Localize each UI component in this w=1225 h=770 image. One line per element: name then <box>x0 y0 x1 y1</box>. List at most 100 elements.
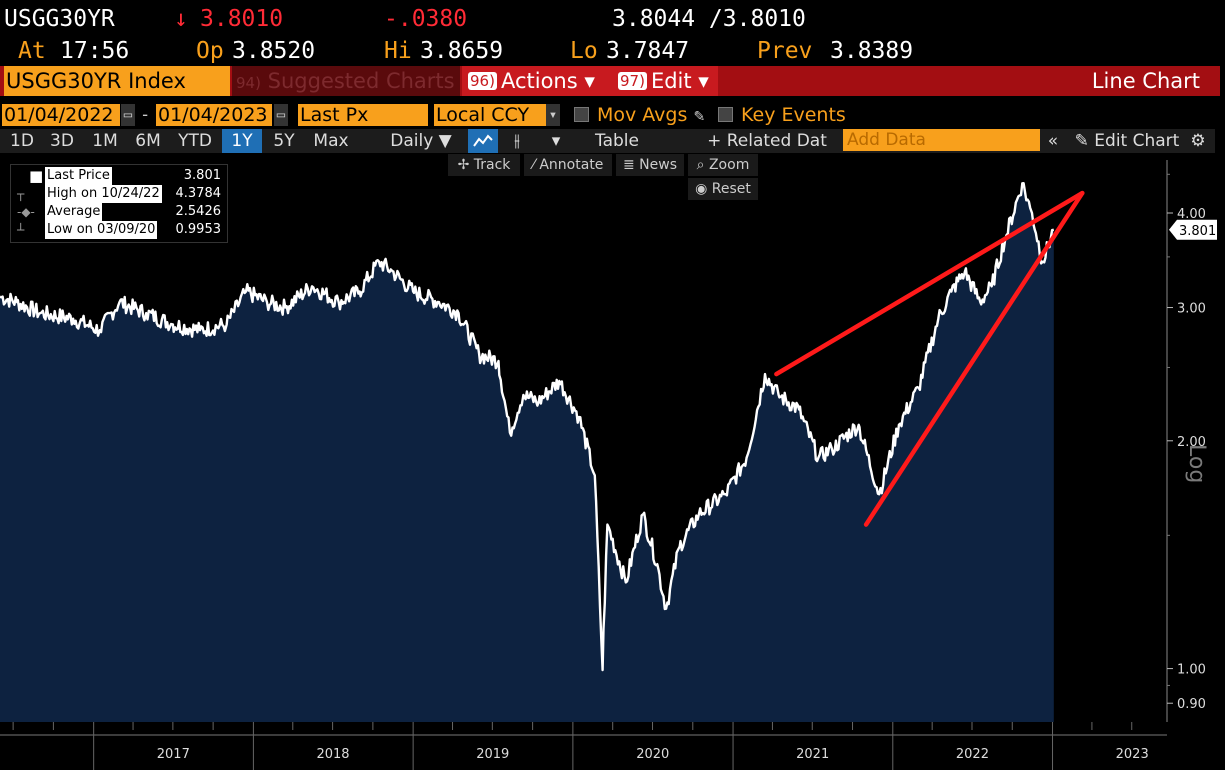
legend-label: Low on 03/09/20 <box>45 221 158 239</box>
track-label: Track <box>473 157 511 173</box>
period-select[interactable]: Daily ▼ <box>390 131 452 151</box>
x-tick-label: 2020 <box>636 747 669 762</box>
price-area <box>0 183 1054 722</box>
end-date-input[interactable]: 01/04/2023 <box>156 104 272 126</box>
y-tick-label: 1.00 <box>1177 663 1206 678</box>
legend-marker-icon: -◆- <box>17 205 35 219</box>
high-label: Hi <box>384 38 412 64</box>
add-data-input[interactable]: Add Data <box>843 129 1040 151</box>
y-axis: 0.90 1.00 2.00 3.00 4.00 Log 3.801 <box>1166 160 1217 722</box>
edit-chart-label: Edit Chart <box>1094 131 1180 151</box>
open-value: 3.8520 <box>232 38 316 64</box>
y-tick-label: 3.00 <box>1177 302 1206 317</box>
security-index[interactable]: USGG30YR Index <box>4 66 230 96</box>
reset-label: Reset <box>711 181 751 197</box>
range-1m[interactable]: 1M <box>92 131 118 151</box>
trendline <box>774 190 1085 377</box>
legend: ■ Last Price 3.801 ┬ High on 10/24/22 4.3784 -… <box>10 164 228 243</box>
chart-type-label: Line Chart <box>1091 69 1200 93</box>
reset-button[interactable]: ◉ Reset <box>688 178 758 200</box>
x-tick-label: 2021 <box>796 747 829 762</box>
legend-label: Average <box>45 203 103 221</box>
calendar-icon[interactable]: ▭ <box>274 104 288 126</box>
y-tick-label: 4.00 <box>1177 207 1206 222</box>
news-icon: ≣ <box>622 157 640 173</box>
annotate-button[interactable]: ⁄ Annotate <box>524 154 612 176</box>
search-icon: ⌕ <box>696 157 709 173</box>
legend-row: ┴ Low on 03/09/20 0.9953 <box>11 221 227 239</box>
zoom-button[interactable]: ⌕ Zoom <box>688 154 758 176</box>
last-price: 3.8010 <box>200 6 284 32</box>
x-tick-label: 2023 <box>1116 747 1149 762</box>
actions-menu[interactable]: 96) Actions ▾ <box>462 66 614 96</box>
zoom-label: Zoom <box>708 157 750 173</box>
range-5y[interactable]: 5Y <box>273 131 295 151</box>
currency-select[interactable]: Local CCY <box>434 104 546 126</box>
legend-row: ┬ High on 10/24/22 4.3784 <box>11 185 227 203</box>
gear-icon[interactable]: ⚙ <box>1190 131 1206 151</box>
suggested-charts-button[interactable]: 94) Suggested Charts <box>232 66 460 96</box>
track-button[interactable]: ✢ Track <box>448 154 520 176</box>
key-events-toggle[interactable]: Key Events <box>718 104 846 126</box>
checkbox[interactable] <box>574 107 589 122</box>
table-button[interactable]: Table <box>595 131 639 151</box>
bid-ask: 3.8044 /3.8010 <box>612 6 806 32</box>
suggested-label: Suggested Charts <box>267 69 455 93</box>
x-tick-label: 2018 <box>316 747 349 762</box>
x-tick-label: 2022 <box>956 747 989 762</box>
collapse-icon[interactable]: « <box>1047 131 1059 151</box>
open-label: Op <box>196 38 224 64</box>
related-data-button[interactable]: + Related Dat <box>707 131 827 151</box>
legend-value: 4.3784 <box>175 186 222 201</box>
down-arrow-icon: ↓ <box>174 6 188 32</box>
edit-menu[interactable]: 97) Edit ▾ <box>612 66 718 96</box>
range-6m[interactable]: 6M <box>135 131 161 151</box>
net-change: -.0380 <box>384 6 468 32</box>
prev-label: Prev <box>757 38 813 64</box>
annotate-label: Annotate <box>539 157 604 173</box>
news-label: News <box>639 157 678 173</box>
legend-value: 2.5426 <box>175 204 222 219</box>
legend-marker-icon: ■ <box>29 167 44 185</box>
range-1d[interactable]: 1D <box>10 131 34 151</box>
chevron-down-icon[interactable]: ▾ <box>551 131 561 151</box>
field-select[interactable]: Last Px <box>298 104 428 126</box>
pencil-icon[interactable]: ✎ <box>693 109 706 125</box>
y-tick-label: 0.90 <box>1177 697 1206 712</box>
pencil-icon: ✎ <box>1074 131 1089 151</box>
mov-avgs-toggle[interactable]: Mov Avgs ✎ <box>574 104 705 126</box>
news-button[interactable]: ≣ News <box>616 154 684 176</box>
x-axis: 2017 2018 2019 2020 2021 2022 2023 <box>0 722 1167 770</box>
range-ytd[interactable]: YTD <box>178 131 212 151</box>
legend-label: High on 10/24/22 <box>45 185 162 203</box>
edit-chart-button[interactable]: ✎ Edit Chart <box>1072 129 1182 153</box>
edit-label: Edit ▾ <box>650 69 709 93</box>
last-price-tag <box>1169 219 1217 240</box>
last-price-tag-label: 3.801 <box>1179 224 1216 239</box>
range-bar: 1D 3D 1M 6M YTD 1Y 5Y Max Daily ▼ ⫲ ▾ Table + R… <box>0 129 1215 153</box>
legend-value: 0.9953 <box>175 222 222 237</box>
range-max[interactable]: Max <box>313 131 349 151</box>
legend-marker-icon: ┴ <box>17 223 25 237</box>
legend-value: 3.801 <box>183 168 221 183</box>
reset-icon: ◉ <box>695 181 712 197</box>
range-1y[interactable]: 1Y <box>222 129 262 153</box>
legend-row: -◆- Average 2.5426 <box>11 203 227 221</box>
x-tick-label: 2019 <box>476 747 509 762</box>
low-value: 3.7847 <box>606 38 690 64</box>
calendar-icon[interactable]: ▭ <box>121 104 135 126</box>
time-label: At <box>18 38 46 64</box>
bar-chart-icon[interactable]: ⫲ <box>514 131 520 151</box>
ticker: USGG30YR <box>4 6 115 32</box>
chevron-down-icon[interactable]: ▾ <box>546 104 560 126</box>
legend-row: ■ Last Price 3.801 <box>11 167 227 185</box>
start-date-input[interactable]: 01/04/2022 <box>2 104 120 126</box>
low-label: Lo <box>570 38 598 64</box>
line-chart-icon[interactable] <box>468 129 498 153</box>
key-events-label: Key Events <box>741 104 846 126</box>
checkbox[interactable] <box>718 107 733 122</box>
actions-label: Actions ▾ <box>500 69 595 93</box>
prev-value: 3.8389 <box>830 38 914 64</box>
range-3d[interactable]: 3D <box>50 131 74 151</box>
crosshair-icon: ✢ <box>457 157 474 173</box>
